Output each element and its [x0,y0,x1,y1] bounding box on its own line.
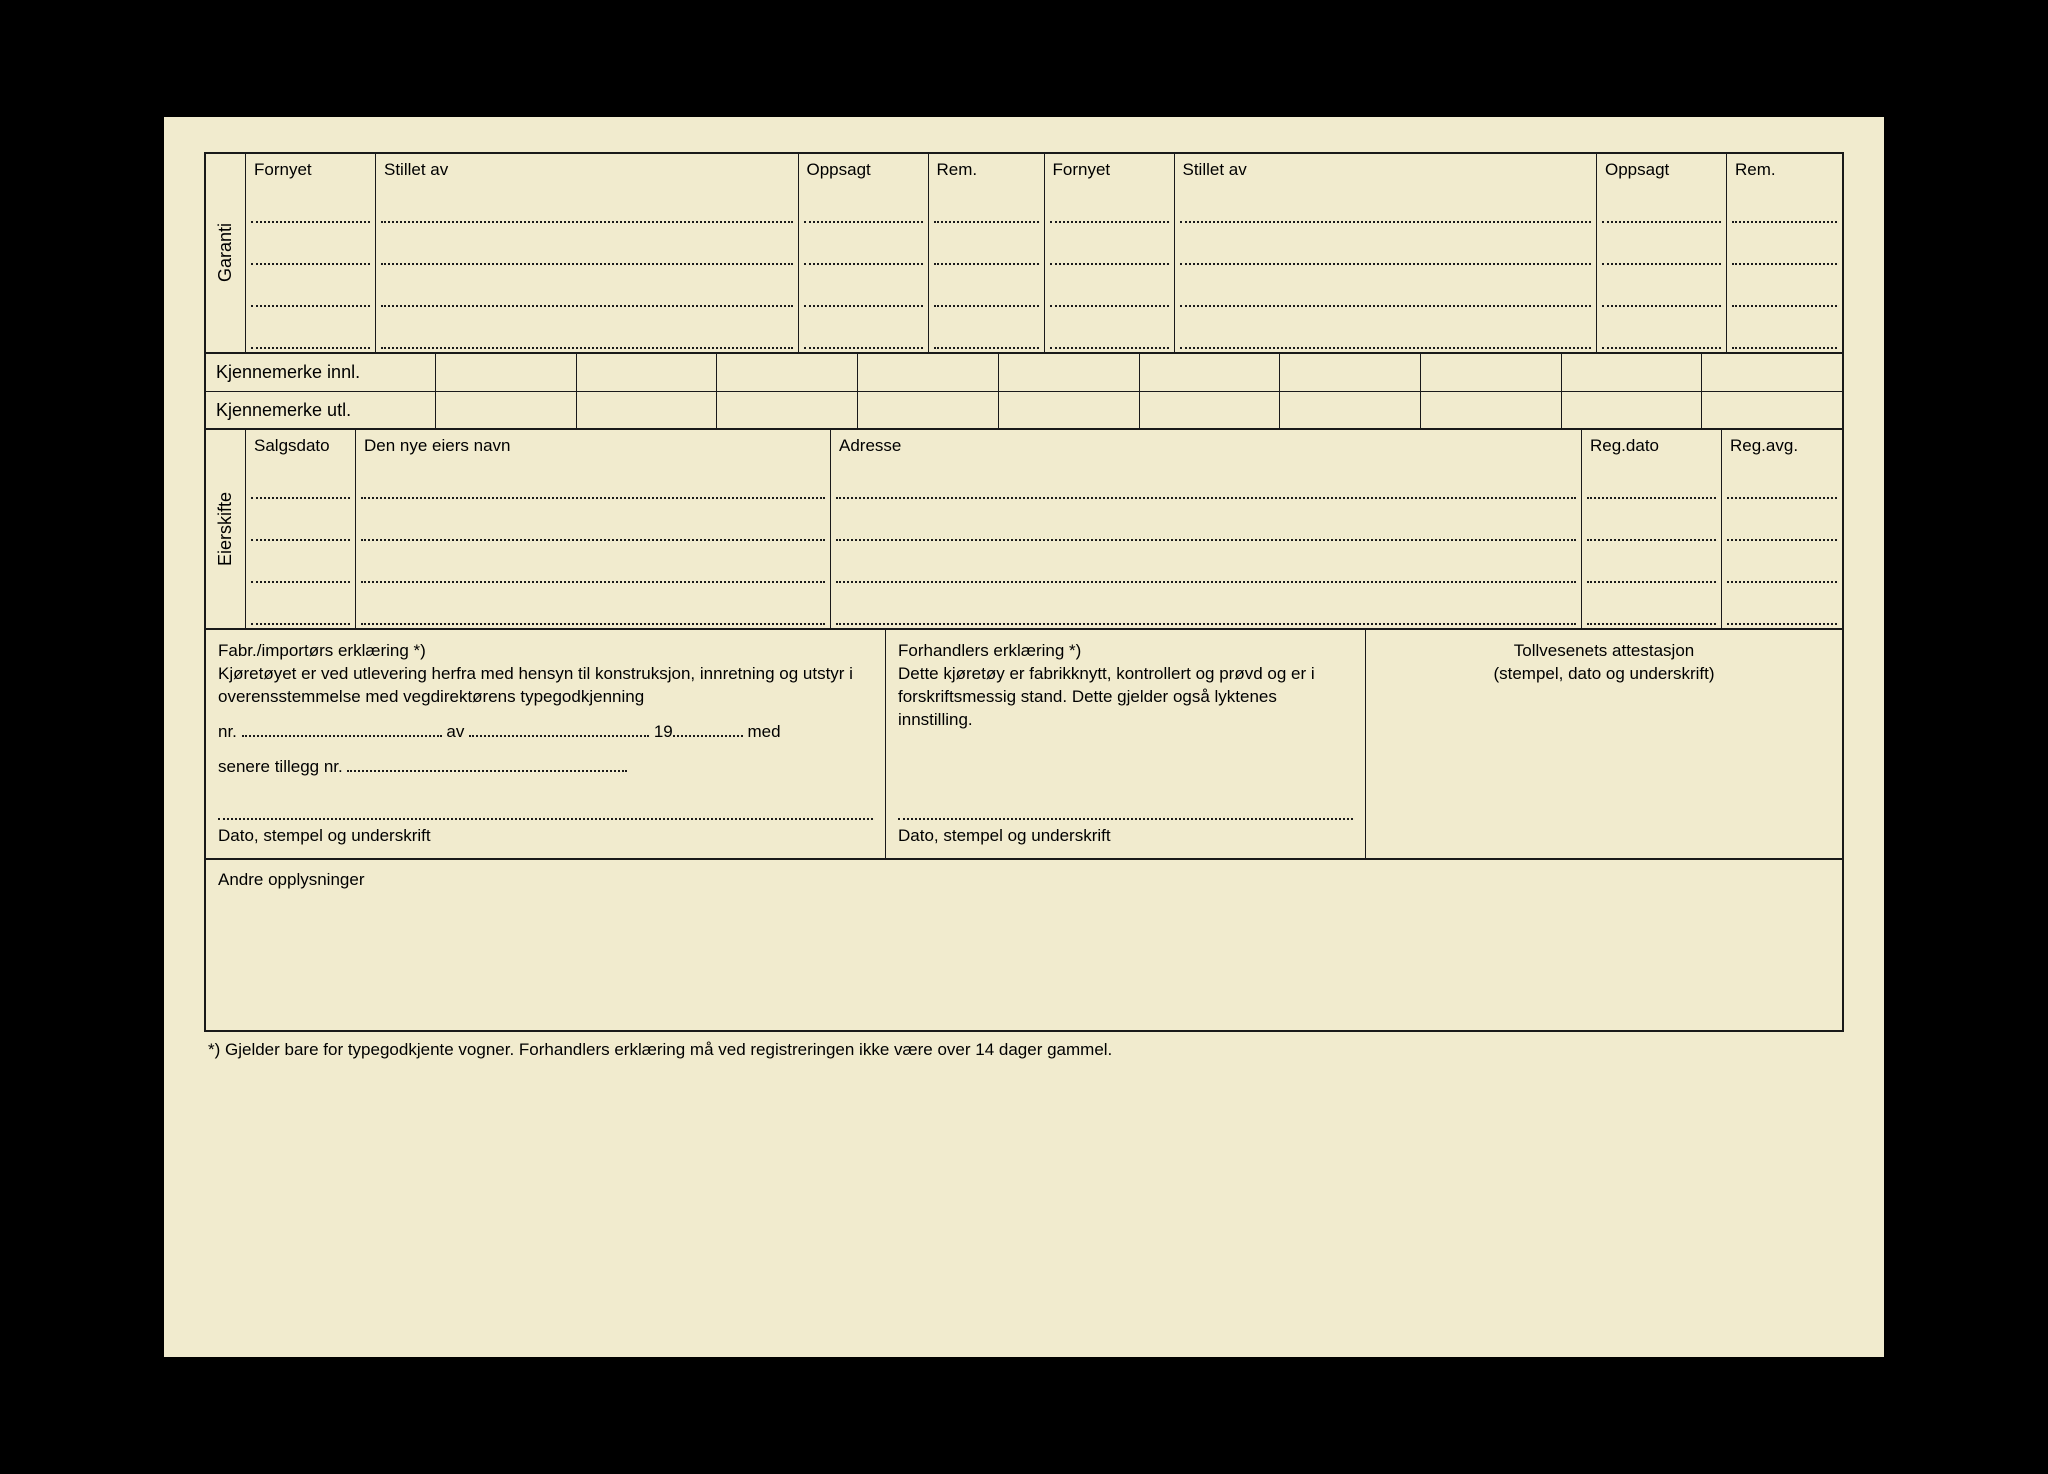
km-cell [1280,354,1421,391]
garanti-rows-right [1045,184,1843,352]
garanti-section: Garanti Fornyet Stillet av Oppsagt Rem. [206,154,1842,354]
kjennemerke-innl-row: Kjennemerke innl. [206,354,1842,392]
garanti-row [246,268,1044,310]
garanti-right: Fornyet Stillet av Oppsagt Rem. [1045,154,1843,352]
km-cell [436,354,577,391]
garanti-content: Fornyet Stillet av Oppsagt Rem. [246,154,1842,352]
km-cell [577,354,718,391]
fabr-body: Fabr./importørs erklæring *) Kjøretøyet … [218,640,873,818]
header-stillet: Stillet av [376,154,799,184]
fabr-year: 19 [654,722,673,741]
garanti-row [1045,310,1843,352]
fabr-title: Fabr./importørs erklæring *) [218,640,873,663]
garanti-row [1045,268,1843,310]
garanti-row [246,310,1044,352]
kjennemerke-utl-row: Kjennemerke utl. [206,392,1842,430]
kjennemerke-innl-label: Kjennemerke innl. [206,354,436,391]
header-oppsagt: Oppsagt [799,154,929,184]
km-cell [436,392,577,428]
km-cell [1562,354,1703,391]
header-rem: Rem. [1727,154,1842,184]
garanti-row [246,226,1044,268]
garanti-row [246,184,1044,226]
eierskifte-content: Salgsdato Den nye eiers navn Adresse Reg… [246,430,1842,628]
forhandler-sign: Dato, stempel og underskrift [898,818,1353,848]
header-stillet: Stillet av [1175,154,1598,184]
fabr-nr: nr. [218,722,237,741]
garanti-row [1045,226,1843,268]
header-navn: Den nye eiers navn [356,430,831,460]
eierskifte-row [246,544,1842,586]
garanti-row [1045,184,1843,226]
toll-attestation: Tollvesenets attestasjon (stempel, dato … [1366,630,1842,858]
kjennemerke-innl-cells [436,354,1842,391]
eierskifte-label: Eierskifte [210,492,241,566]
garanti-left: Fornyet Stillet av Oppsagt Rem. [246,154,1045,352]
kjennemerke-utl-label: Kjennemerke utl. [206,392,436,428]
andre-section: Andre opplysninger [206,860,1842,1030]
eierskifte-section: Eierskifte Salgsdato Den nye eiers navn … [206,430,1842,630]
eierskifte-label-cell: Eierskifte [206,430,246,628]
fabr-text: Kjøretøyet er ved utlevering herfra med … [218,663,873,709]
garanti-header-right: Fornyet Stillet av Oppsagt Rem. [1045,154,1843,184]
garanti-rows-left [246,184,1044,352]
km-cell [858,354,999,391]
dotted-field [347,770,627,772]
km-cell [1421,392,1562,428]
header-fornyet: Fornyet [1045,154,1175,184]
header-fornyet: Fornyet [246,154,376,184]
km-cell [999,392,1140,428]
eierskifte-row [246,460,1842,502]
form-table: Garanti Fornyet Stillet av Oppsagt Rem. [204,152,1844,1032]
garanti-header-left: Fornyet Stillet av Oppsagt Rem. [246,154,1044,184]
forhandler-text: Dette kjøretøy er fabrikknytt, kontrolle… [898,663,1353,732]
header-adresse: Adresse [831,430,1582,460]
kjennemerke-utl-cells [436,392,1842,428]
km-cell [1421,354,1562,391]
fabr-nr-line: nr. av 19 med [218,721,873,744]
forhandler-title: Forhandlers erklæring *) [898,640,1353,663]
garanti-label: Garanti [210,223,241,282]
header-rem: Rem. [929,154,1044,184]
declarations-section: Fabr./importørs erklæring *) Kjøretøyet … [206,630,1842,860]
header-regavg: Reg.avg. [1722,430,1842,460]
fabr-tillegg-line: senere tillegg nr. [218,756,873,779]
km-cell [1140,392,1281,428]
dotted-field [469,735,649,737]
dotted-field [673,735,743,737]
garanti-label-cell: Garanti [206,154,246,352]
header-regdato: Reg.dato [1582,430,1722,460]
km-cell [858,392,999,428]
andre-label: Andre opplysninger [218,870,364,889]
dotted-field [242,735,442,737]
km-cell [717,354,858,391]
header-oppsagt: Oppsagt [1597,154,1727,184]
km-cell [1140,354,1281,391]
km-cell [999,354,1140,391]
fabr-declaration: Fabr./importørs erklæring *) Kjøretøyet … [206,630,886,858]
toll-sub: (stempel, dato og underskrift) [1378,663,1830,686]
header-salgsdato: Salgsdato [246,430,356,460]
eierskifte-row [246,502,1842,544]
forhandler-body: Forhandlers erklæring *) Dette kjøretøy … [898,640,1353,818]
km-cell [1702,392,1842,428]
eierskifte-header: Salgsdato Den nye eiers navn Adresse Reg… [246,430,1842,460]
forhandler-declaration: Forhandlers erklæring *) Dette kjøretøy … [886,630,1366,858]
km-cell [577,392,718,428]
eierskifte-row [246,586,1842,628]
km-cell [1562,392,1703,428]
km-cell [717,392,858,428]
document-page: Garanti Fornyet Stillet av Oppsagt Rem. [164,117,1884,1357]
footnote: *) Gjelder bare for typegodkjente vogner… [204,1032,1844,1068]
km-cell [1280,392,1421,428]
fabr-med: med [747,722,780,741]
fabr-sign: Dato, stempel og underskrift [218,818,873,848]
eierskifte-rows [246,460,1842,628]
toll-title: Tollvesenets attestasjon [1378,640,1830,663]
fabr-tillegg: senere tillegg nr. [218,757,343,776]
km-cell [1702,354,1842,391]
fabr-av: av [446,722,464,741]
